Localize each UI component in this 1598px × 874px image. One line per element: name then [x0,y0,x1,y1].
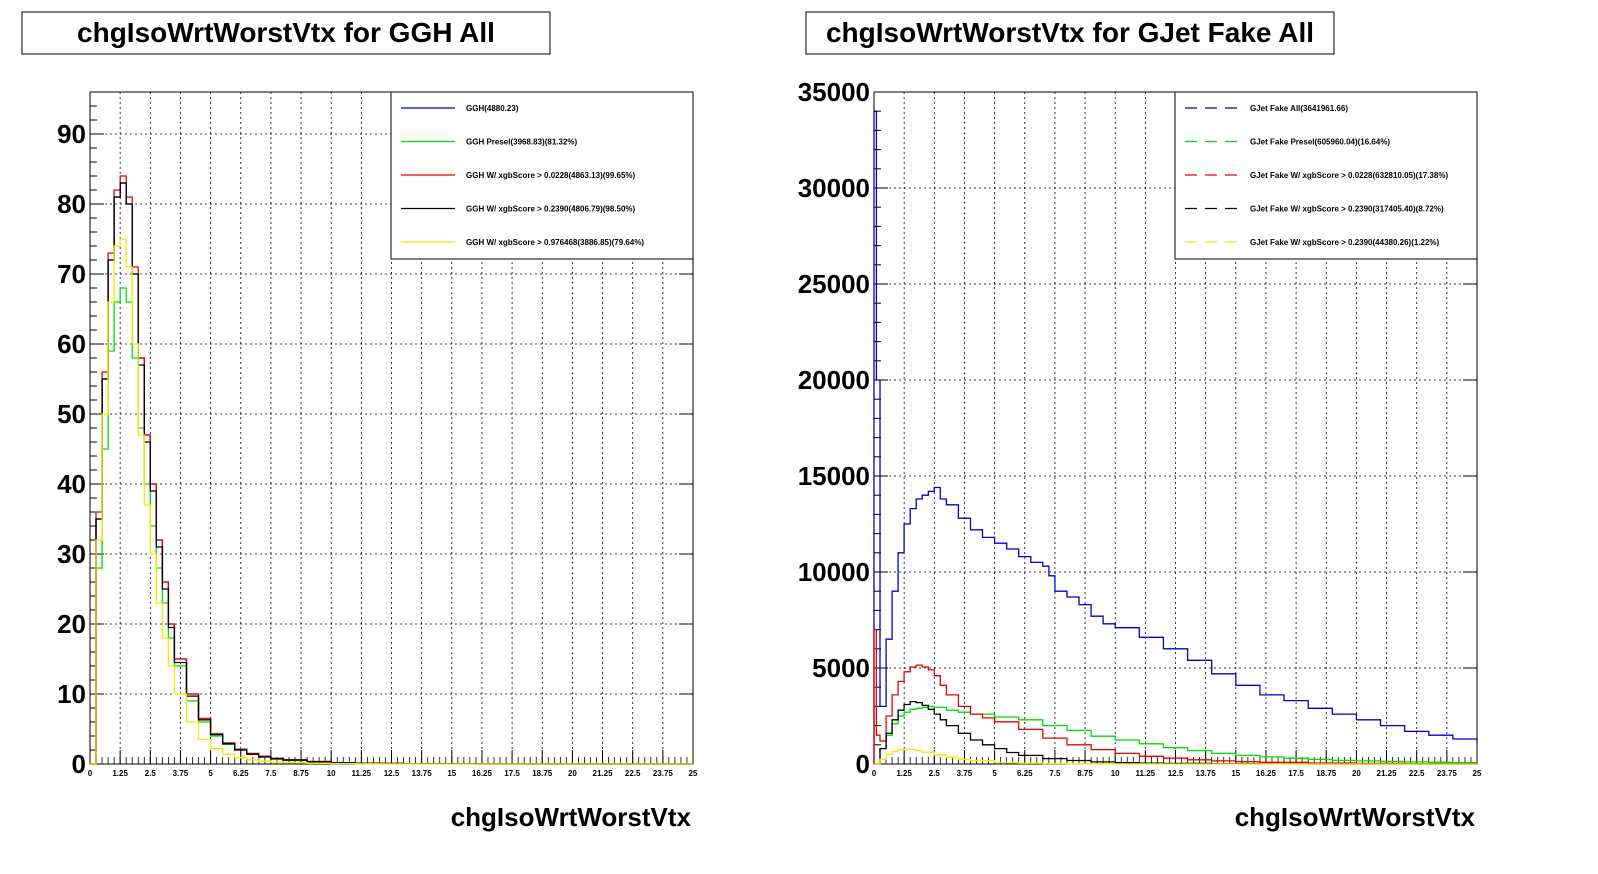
x-tick-label: 8.75 [293,769,309,778]
x-tick-label: 17.5 [504,769,520,778]
y-tick-label: 15000 [798,461,870,491]
y-tick-label: 25000 [798,269,870,299]
x-tick-label: 1.25 [896,769,912,778]
x-tick-label: 7.5 [265,769,277,778]
legend-entry-1: GGH Presel(3968.83)(81.32%) [466,138,578,147]
y-tick-label: 0 [72,749,86,779]
y-tick-label: 40 [57,469,86,499]
x-tick-label: 16.25 [472,769,493,778]
x-tick-label: 15 [1231,769,1240,778]
right-x-axis-label: chgIsoWrtWorstVtx [1235,802,1476,832]
x-tick-label: 3.75 [957,769,973,778]
right-x-ticks: 0 1.25 2.5 3.75 5 6.25 7.5 8.75 10 11.25 12.5 13.75… [872,750,1482,778]
x-tick-label: 0 [872,769,877,778]
y-tick-label: 60 [57,329,86,359]
y-tick-label: 0 [856,749,870,779]
y-tick-label: 35000 [798,77,870,107]
x-tick-label: 2.5 [145,769,157,778]
x-tick-label: 20 [568,769,577,778]
x-tick-label: 0 [88,769,93,778]
series-line-1 [874,705,1478,765]
legend-entry-0: GGH(4880.23) [466,104,519,113]
left-title: chgIsoWrtWorstVtx for GGH All [77,17,495,48]
x-tick-label: 20 [1352,769,1361,778]
x-tick-label: 17.5 [1288,769,1304,778]
left-x-ticks: 0 1.25 2.5 3.75 5 6.25 7.5 8.75 10 11.25 12.5 13.75… [88,750,698,778]
x-tick-label: 23.75 [1437,769,1458,778]
legend-entry-2: GJet Fake W/ xgbScore > 0.0228(632810.05… [1250,171,1448,180]
x-tick-label: 13.75 [412,769,433,778]
x-tick-label: 10 [1111,769,1120,778]
right-panel: chgIsoWrtWorstVtx for GJet Fake All 0500… [798,11,1482,832]
x-tick-label: 22.5 [625,769,641,778]
series-line-0 [873,110,1478,764]
y-tick-label: 30000 [798,173,870,203]
y-tick-label: 20 [57,609,86,639]
series-line-2 [873,628,1478,765]
legend-entry-4: GJet Fake W/ xgbScore > 0.2390(44380.26)… [1250,238,1440,247]
x-tick-label: 13.75 [1196,769,1217,778]
x-tick-label: 25 [689,769,698,778]
legend-entry-0: GJet Fake All(3641961.66) [1250,104,1348,113]
series-line-4 [90,238,693,765]
x-tick-label: 25 [1473,769,1482,778]
left-series-group [90,175,693,765]
y-tick-label: 20000 [798,365,870,395]
x-tick-label: 8.75 [1077,769,1093,778]
series-line-2 [90,175,693,765]
x-tick-label: 21.25 [593,769,614,778]
x-tick-label: 1.25 [112,769,128,778]
x-tick-label: 5 [992,769,997,778]
x-tick-label: 12.5 [1168,769,1184,778]
x-tick-label: 21.25 [1377,769,1398,778]
left-title-box [21,11,551,55]
left-legend: GGH(4880.23) GGH Presel(3968.83)(81.32%) G… [390,91,694,260]
legend-entry-1: GJet Fake Presel(605960.04)(16.64%) [1250,138,1390,147]
right-grid [874,91,1477,764]
left-panel: chgIsoWrtWorstVtx for GGH All 0 10 20 30 40 5… [21,11,698,832]
x-tick-label: 12.5 [384,769,400,778]
right-title: chgIsoWrtWorstVtx for GJet Fake All [826,17,1314,48]
right-y-ticks: 0 5000 10000 15000 20000 25000 30000 35000 [798,77,1477,779]
left-x-axis-label: chgIsoWrtWorstVtx [451,802,692,832]
right-legend: GJet Fake All(3641961.66) GJet Fake Prese… [1174,91,1478,260]
series-line-3 [874,700,1477,765]
x-tick-label: 6.25 [233,769,249,778]
y-tick-label: 10000 [798,557,870,587]
y-tick-label: 50 [57,399,86,429]
y-tick-label: 10 [57,679,86,709]
x-tick-label: 11.25 [352,769,372,778]
y-tick-label: 30 [57,539,86,569]
x-tick-label: 11.25 [1136,769,1156,778]
x-tick-label: 23.75 [653,769,674,778]
series-line-4 [874,748,1477,765]
x-tick-label: 18.75 [1316,769,1337,778]
legend-entry-3: GJet Fake W/ xgbScore > 0.2390(317405.40… [1250,205,1444,214]
x-tick-label: 6.25 [1017,769,1033,778]
x-tick-label: 15 [447,769,456,778]
x-tick-label: 10 [327,769,336,778]
legend-entry-4: GGH W/ xgbScore > 0.976468(3886.85)(79.6… [466,238,644,247]
x-tick-label: 18.75 [532,769,553,778]
legend-entry-2: GGH W/ xgbScore > 0.0228(4863.13)(99.65%… [466,171,636,180]
y-tick-label: 70 [57,259,86,289]
legend-entry-3: GGH W/ xgbScore > 0.2390(4806.79)(98.50%… [466,205,636,214]
y-tick-label: 80 [57,189,86,219]
x-tick-label: 7.5 [1049,769,1061,778]
y-tick-label: 5000 [812,653,870,683]
x-tick-label: 3.75 [173,769,189,778]
right-title-box [805,11,1335,55]
y-tick-label: 90 [57,119,86,149]
x-tick-label: 5 [208,769,213,778]
x-tick-label: 2.5 [929,769,941,778]
right-series-group [873,110,1478,765]
x-tick-label: 16.25 [1256,769,1277,778]
x-tick-label: 22.5 [1409,769,1425,778]
